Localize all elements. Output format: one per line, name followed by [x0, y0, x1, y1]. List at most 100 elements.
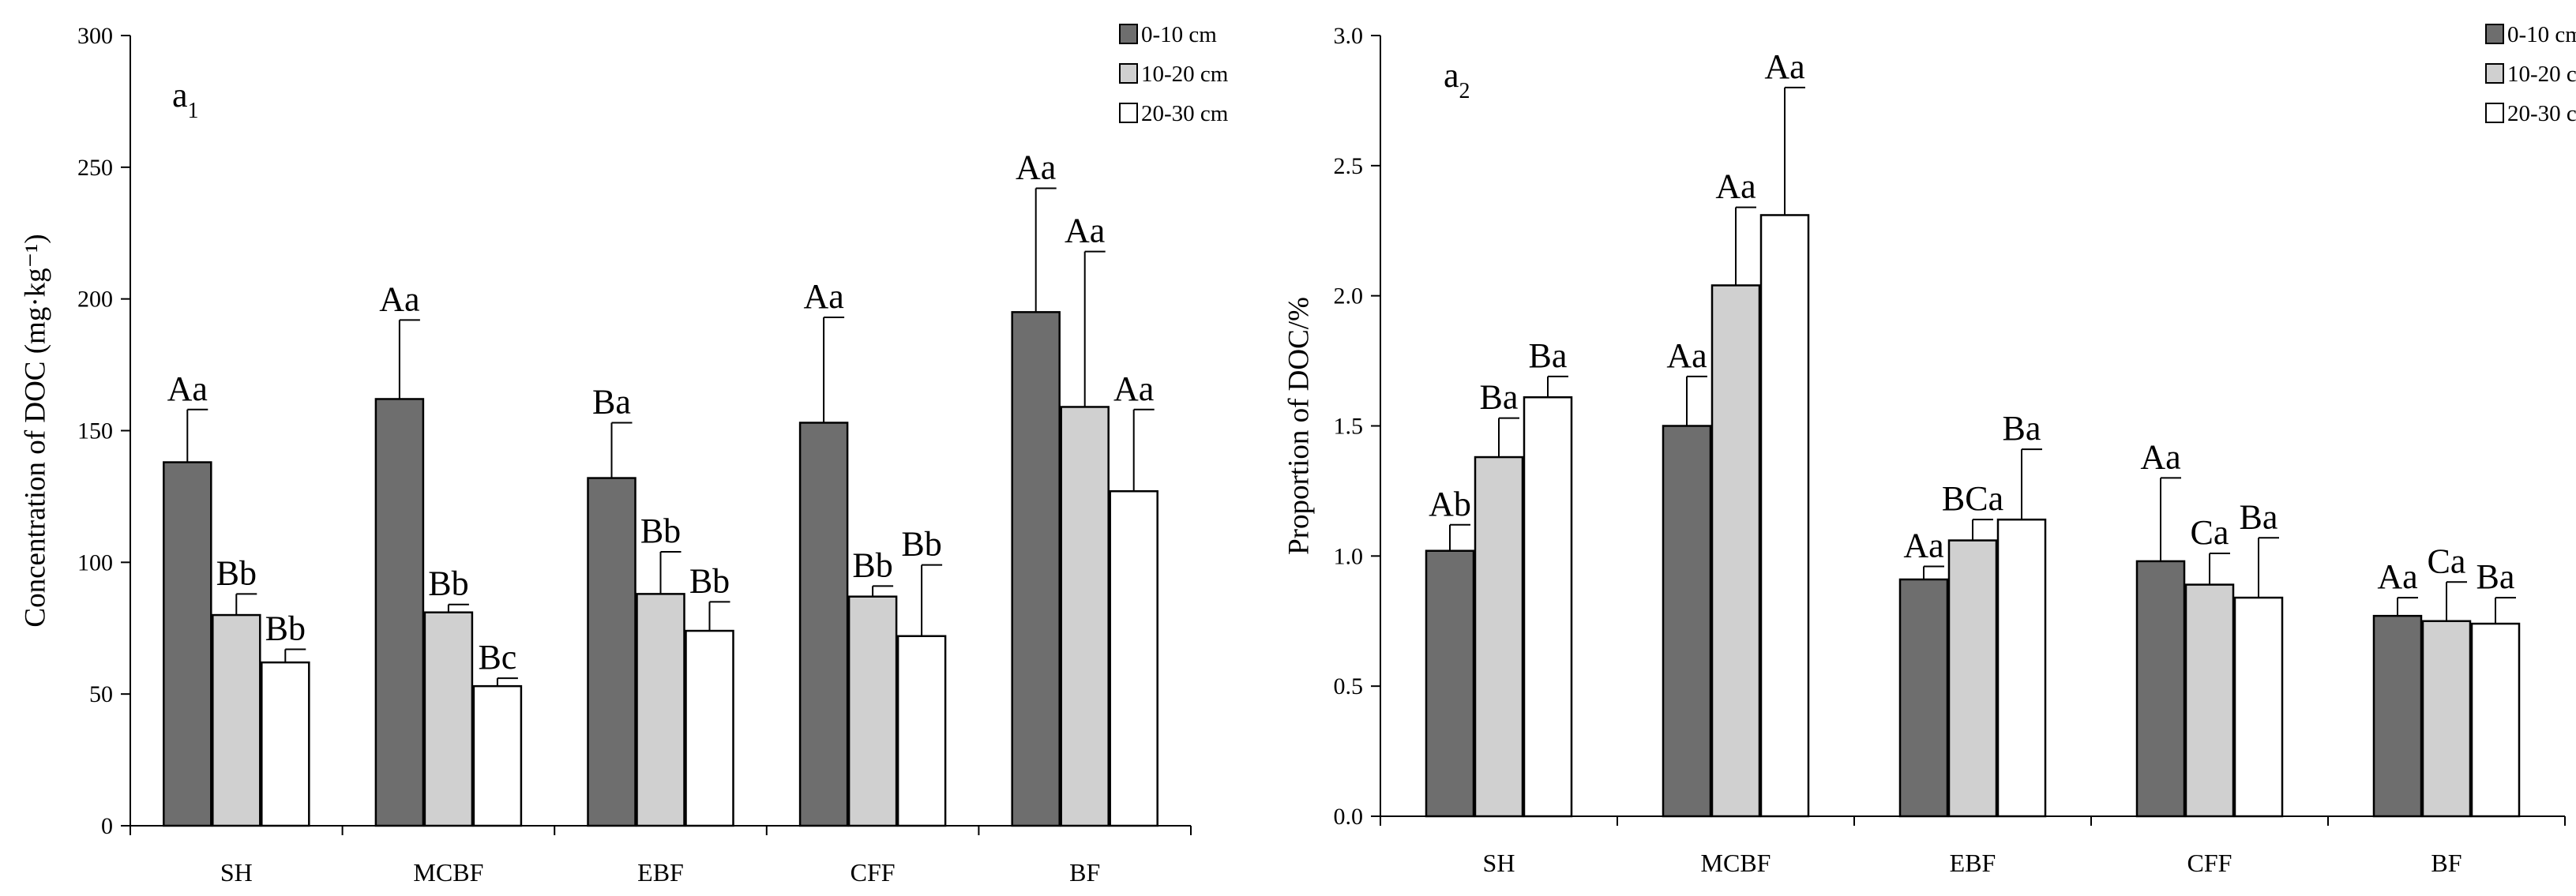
bar-0-10cm-ebf: [1898, 578, 1949, 818]
legend-label: 0-10 cm: [2507, 22, 2576, 47]
y-tick-label: 0.5: [1334, 673, 1364, 699]
bar-10-20cm-mcbf: [423, 611, 474, 827]
significance-label: Ba: [592, 382, 631, 421]
bar-10-20cm-mcbf: [1710, 284, 1761, 818]
bar-0-10cm-cff: [798, 422, 849, 827]
y-tick-label: 2.0: [1334, 283, 1364, 309]
x-category-label: CFF: [851, 858, 896, 887]
significance-label: Bc: [478, 638, 516, 677]
significance-label: Bb: [265, 609, 306, 647]
bar-20-30cm-ebf: [1996, 518, 2047, 818]
legend-swatch: [1119, 103, 1138, 123]
significance-label: Aa: [1903, 527, 1943, 565]
y-tick-label: 0: [101, 813, 113, 839]
y-tick-label: 1.5: [1334, 414, 1364, 440]
y-tick-label: 0.0: [1334, 804, 1364, 830]
x-category-label: MCBF: [1701, 849, 1771, 877]
panel-label: a1: [172, 76, 199, 123]
significance-label: Bb: [852, 545, 892, 584]
legend-label: 10-20 cm: [1141, 62, 1229, 87]
x-category-label: EBF: [1950, 849, 1996, 877]
y-tick-label: 50: [89, 681, 113, 707]
x-category-label: BF: [2431, 849, 2461, 877]
legend-label: 20-30 cm: [2507, 101, 2576, 126]
panel-a2-proportion: 0.0 0.5 1.0 1.5 2.0 2.5 3.0 SH MCBF EBF CFF BF Propo…: [1282, 22, 2576, 877]
x-category-label: MCBF: [413, 858, 483, 887]
bar-20-30cm-bf: [2470, 622, 2521, 818]
significance-label: Aa: [1764, 47, 1804, 86]
bar-0-10cm-mcbf: [374, 398, 425, 827]
y-tick-label: 300: [77, 23, 113, 49]
x-category-label: CFF: [2187, 849, 2232, 877]
bar-20-30cm-cff: [896, 635, 947, 827]
bar-20-30cm-ebf: [685, 629, 734, 827]
significance-label: Aa: [803, 277, 843, 316]
bar-20-30cm-sh: [1523, 396, 1573, 818]
bar-10-20cm-sh: [212, 613, 261, 827]
y-tick-label: 2.5: [1334, 153, 1364, 179]
x-category-label: BF: [1069, 858, 1100, 887]
significance-label: Ca: [2191, 513, 2229, 552]
significance-label: Aa: [167, 369, 208, 408]
significance-label: Aa: [2377, 557, 2417, 596]
bar-0-10cm-ebf: [587, 477, 636, 827]
y-tick-label: 100: [77, 549, 113, 575]
y-axis-title: Concentration of DOC (mg·kg⁻¹): [19, 234, 51, 627]
x-category-label: SH: [1483, 849, 1515, 877]
y-tick-label: 250: [77, 155, 113, 181]
significance-label: Bb: [216, 553, 257, 592]
panel-a1-concentration: 0 50 100 150 200 250 300 SH MCBF EBF CFF BF Concentr…: [19, 22, 1228, 887]
legend-label: 20-30 cm: [1141, 101, 1229, 126]
significance-label: Ba: [2003, 409, 2041, 448]
bar-0-10cm-bf: [2372, 614, 2423, 818]
bar-0-10cm-mcbf: [1662, 425, 1712, 818]
significance-label: Aa: [1113, 369, 1154, 408]
bar-10-20cm-cff: [2184, 583, 2235, 818]
legend-swatch: [2485, 24, 2504, 44]
significance-label: Aa: [1715, 167, 1756, 206]
x-category-label: SH: [220, 858, 253, 887]
significance-label: Ba: [2240, 497, 2278, 536]
y-tick-label: 1.0: [1334, 543, 1364, 569]
bar-0-10cm-bf: [1011, 311, 1061, 827]
significance-label: Aa: [1065, 212, 1105, 250]
bar-0-10cm-sh: [1425, 549, 1475, 818]
legend-swatch: [2485, 63, 2504, 84]
bar-10-20cm-bf: [2421, 620, 2472, 818]
significance-label: Aa: [1016, 148, 1056, 187]
y-axis-title: Proportion of DOC/%: [1282, 297, 1315, 555]
y-tick-label: 200: [77, 287, 113, 313]
panel-label-subscript: 1: [188, 99, 199, 123]
significance-label: Bb: [901, 525, 941, 564]
significance-label: Bb: [428, 564, 468, 603]
bar-10-20cm-ebf: [636, 593, 685, 827]
bar-10-20cm-bf: [1060, 406, 1110, 827]
significance-label: Ab: [1429, 485, 1471, 523]
panel-label-subscript: 2: [1459, 79, 1470, 103]
bar-0-10cm-sh: [163, 461, 212, 827]
legend-swatch: [2485, 103, 2504, 123]
significance-label: Ca: [2428, 542, 2466, 580]
significance-label: Ba: [1529, 336, 1568, 375]
significance-label: Ba: [2476, 557, 2515, 596]
panel-label: a2: [1444, 56, 1470, 103]
significance-label: Bb: [640, 512, 681, 550]
significance-label: Aa: [1666, 336, 1707, 375]
bar-20-30cm-bf: [1109, 489, 1158, 827]
significance-label: Aa: [379, 279, 419, 318]
bar-20-30cm-mcbf: [472, 684, 523, 827]
y-tick-label: 3.0: [1334, 23, 1364, 49]
bar-20-30cm-mcbf: [1759, 214, 1810, 818]
bar-20-30cm-cff: [2233, 596, 2284, 818]
significance-label: Aa: [2140, 437, 2180, 476]
x-category-label: EBF: [637, 858, 684, 887]
significance-label: Ba: [1480, 378, 1519, 417]
bar-10-20cm-ebf: [1947, 539, 1998, 818]
bar-0-10cm-cff: [2135, 560, 2186, 818]
legend-label: 10-20 cm: [2507, 62, 2576, 87]
legend-swatch: [1119, 63, 1138, 84]
bar-10-20cm-sh: [1474, 455, 1524, 818]
legend-label: 0-10 cm: [1141, 22, 1217, 47]
bar-20-30cm-sh: [261, 661, 310, 827]
significance-label: Bb: [689, 561, 730, 600]
